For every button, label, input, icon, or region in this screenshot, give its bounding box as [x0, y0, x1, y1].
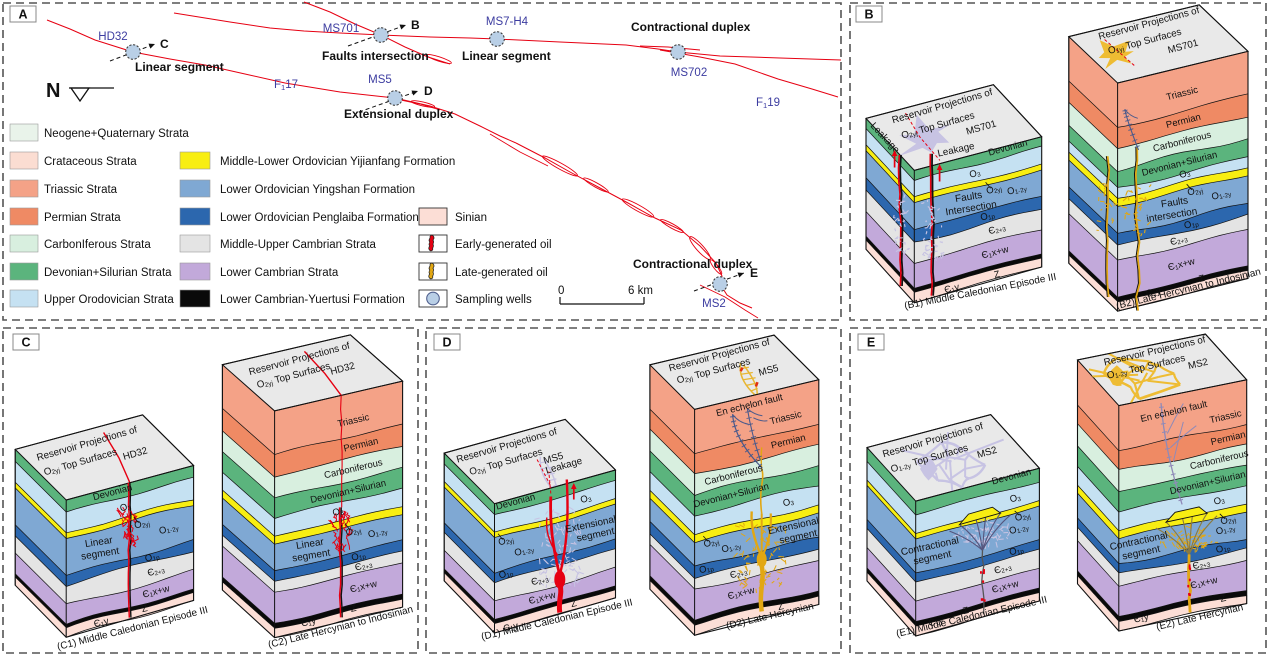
svg-text:Є1y: Є1y [93, 616, 111, 631]
svg-text:E: E [867, 336, 875, 350]
svg-text:Z: Z [349, 603, 357, 615]
svg-text:Faults: Faults [1160, 195, 1189, 210]
svg-text:Linear segment: Linear segment [135, 60, 224, 74]
svg-text:Z: Z [1198, 273, 1206, 285]
svg-text:Z: Z [777, 601, 785, 613]
svg-text:CarbonIferous Strata: CarbonIferous Strata [44, 239, 151, 251]
svg-text:Є1y: Є1y [502, 620, 520, 635]
svg-text:HD32: HD32 [98, 31, 127, 43]
svg-text:0: 0 [558, 285, 564, 297]
svg-text:B: B [864, 8, 873, 22]
svg-text:N: N [46, 80, 60, 102]
svg-text:Neogene+Quaternary Strata: Neogene+Quaternary Strata [44, 128, 189, 140]
svg-text:Lower Cambrian Strata: Lower Cambrian Strata [220, 267, 339, 279]
svg-text:Upper Orodovician Strata: Upper Orodovician Strata [44, 294, 174, 306]
svg-text:MS701: MS701 [323, 23, 359, 35]
svg-text:MS2: MS2 [702, 298, 726, 310]
svg-text:Є1y: Є1y [1145, 285, 1163, 300]
svg-text:C: C [160, 37, 169, 51]
svg-text:Faults: Faults [954, 190, 983, 205]
svg-text:C: C [21, 336, 30, 350]
svg-text:MS5: MS5 [757, 363, 780, 379]
svg-text:Z: Z [570, 598, 578, 610]
svg-text:MS5: MS5 [542, 451, 565, 467]
svg-text:Permian Strata: Permian Strata [44, 212, 121, 224]
svg-text:Contractional duplex: Contractional duplex [631, 20, 751, 34]
svg-text:E: E [750, 266, 758, 280]
svg-text:D: D [442, 336, 451, 350]
svg-text:MS2: MS2 [1187, 357, 1209, 372]
svg-text:Early-generated oil: Early-generated oil [455, 239, 552, 251]
svg-text:Z: Z [140, 603, 148, 615]
svg-text:Є1y: Є1y [943, 282, 961, 297]
svg-text:Sinian: Sinian [455, 212, 487, 224]
svg-text:Z: Z [993, 269, 1001, 281]
svg-text:Є1y: Є1y [1133, 611, 1150, 625]
svg-text:Linear segment: Linear segment [462, 49, 551, 63]
svg-text:Middle-Upper Cambrian Strata: Middle-Upper Cambrian Strata [220, 239, 377, 251]
svg-text:MS2: MS2 [976, 445, 998, 461]
svg-text:Middle-Lower Ordovician Yijia: Middle-Lower Ordovician Yijianfang Forma… [220, 156, 455, 168]
svg-text:Z: Z [1219, 593, 1227, 605]
svg-text:Faults intersection: Faults intersection [322, 49, 429, 63]
svg-text:MS5: MS5 [368, 74, 392, 86]
svg-text:Extensional duplex: Extensional duplex [344, 107, 454, 121]
svg-text:Devonian+Silurian Strata: Devonian+Silurian Strata [44, 267, 172, 279]
svg-text:F117: F117 [274, 79, 298, 92]
svg-text:D: D [424, 84, 433, 98]
svg-text:A: A [18, 8, 27, 22]
svg-text:Contractional duplex: Contractional duplex [633, 257, 753, 271]
svg-text:Linear: Linear [84, 535, 114, 550]
svg-text:Sampling wells: Sampling wells [455, 294, 532, 306]
svg-text:Linear: Linear [295, 537, 325, 552]
svg-text:Є1y: Є1y [927, 615, 945, 630]
svg-text:MS7-H4: MS7-H4 [486, 16, 529, 28]
svg-text:Lower Cambrian-Yuertusi Format: Lower Cambrian-Yuertusi Formation [220, 294, 405, 306]
svg-text:Late-generated oil: Late-generated oil [455, 267, 548, 279]
svg-text:MS702: MS702 [671, 67, 707, 79]
svg-text:Crataceous Strata: Crataceous Strata [44, 156, 137, 168]
svg-text:Triassic Strata: Triassic Strata [44, 184, 118, 196]
svg-text:6 km: 6 km [628, 285, 653, 297]
svg-text:B: B [411, 18, 420, 32]
svg-text:Lower Ordovician Yingshan Form: Lower Ordovician Yingshan Formation [220, 184, 415, 196]
svg-text:F119: F119 [756, 97, 780, 110]
svg-text:Z: Z [962, 605, 970, 617]
svg-text:Lower Ordovician Penglaiba For: Lower Ordovician Penglaiba Formation [220, 212, 419, 224]
svg-text:Є1y: Є1y [300, 615, 317, 629]
